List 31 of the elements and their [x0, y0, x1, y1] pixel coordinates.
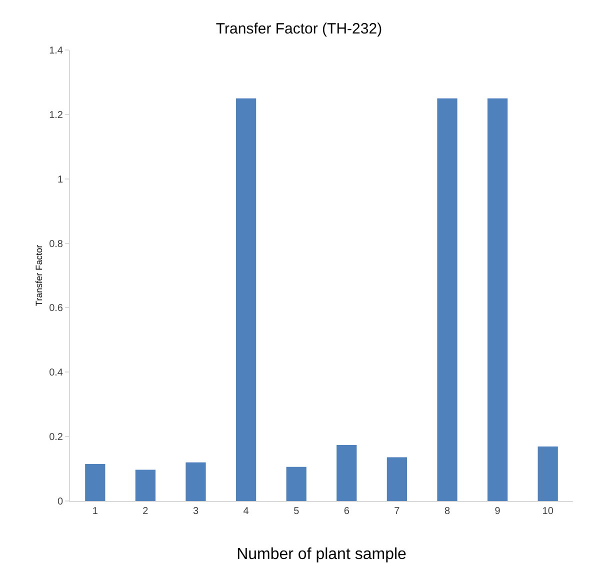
y-tick-label: 0.2 [49, 432, 64, 444]
x-tick-label: 8 [444, 506, 450, 517]
bar [437, 98, 458, 501]
bar [85, 464, 106, 501]
bar [386, 457, 408, 501]
chart-title: Transfer Factor (TH-232) [216, 20, 382, 38]
bar [236, 98, 256, 501]
bar [487, 98, 508, 501]
y-tick-label: 0.4 [49, 368, 64, 379]
bar [135, 470, 156, 501]
y-tick-label: 1.4 [49, 46, 64, 56]
bar [186, 462, 206, 501]
x-tick-label: 7 [394, 506, 400, 517]
bar [538, 446, 558, 501]
y-tick-label: 1.2 [49, 110, 64, 121]
bar [336, 444, 357, 501]
y-tick-label: 1 [57, 174, 64, 186]
x-tick-label: 5 [294, 506, 300, 517]
bar [286, 466, 306, 501]
y-tick-label: 0.6 [49, 303, 64, 314]
y-axis-title: Transfer Factor [34, 244, 44, 306]
y-tick-label: 0 [57, 496, 64, 508]
x-axis-title: Number of plant sample [236, 546, 407, 563]
x-tick-label: 9 [494, 506, 501, 517]
x-tick-label: 4 [243, 506, 250, 517]
x-tick-label: 3 [192, 506, 199, 517]
x-tick-label: 10 [542, 506, 554, 517]
y-tick-label: 0.8 [49, 238, 64, 250]
x-tick-label: 6 [344, 506, 350, 517]
x-tick-label: 1 [92, 506, 98, 517]
x-tick-label: 2 [142, 506, 149, 517]
